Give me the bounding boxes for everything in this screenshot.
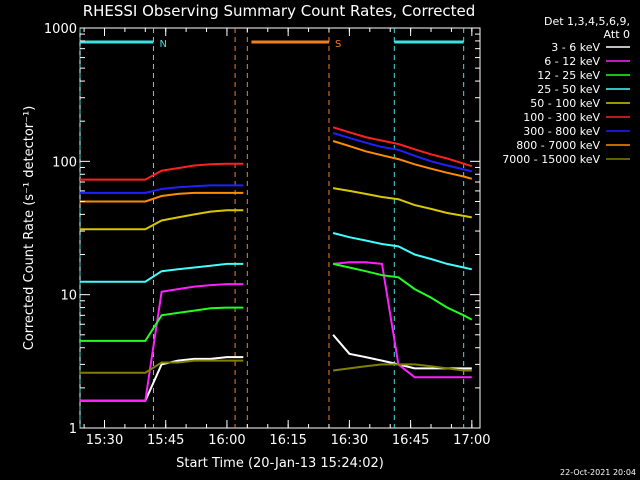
legend-label-0: 3 - 6 keV [551,41,600,54]
series-line-7 [80,140,473,203]
y-tick-label-3: 1000 [44,22,77,37]
series-line-5 [80,126,473,181]
series-line-8 [80,359,472,374]
x-tick-label-5: 16:45 [392,433,429,448]
series-lines [80,126,473,402]
series-line-2 [80,262,473,342]
series-line-1 [80,261,472,402]
legend-label-3: 25 - 50 keV [537,83,600,96]
chart-title: RHESSI Observing Summary Count Rates, Co… [83,2,476,20]
y-tick-label-1: 10 [60,289,77,304]
marker-N-label: N [159,39,166,50]
y-tick-label-2: 100 [52,155,77,170]
series-line-0 [80,334,472,402]
legend-label-1: 6 - 12 keV [544,55,600,68]
x-tick-label-1: 15:45 [147,433,184,448]
series-line-4 [80,187,472,231]
marker-S-label: S [335,39,341,50]
series-line-3 [80,232,473,283]
legend-header-line-2: Att 0 [604,28,630,41]
x-tick-label-3: 16:15 [269,433,306,448]
legend-label-8: 7000 - 15000 keV [502,153,600,166]
x-tick-label-4: 16:30 [331,433,368,448]
legend-label-2: 12 - 25 keV [537,69,600,82]
legend-label-6: 300 - 800 keV [523,125,600,138]
x-axis-label: Start Time (20-Jan-13 15:24:02) [176,456,384,471]
y-tick-label-0: 1 [69,422,77,437]
legend-label-5: 100 - 300 keV [523,111,600,124]
y-axis-label: Corrected Count Rate (s⁻¹ detector⁻¹) [22,106,37,351]
legend-header-line-1: Det 1,3,4,5,6,9, [544,15,630,28]
generated-date: 22-Oct-2021 20:04 [560,468,636,477]
legend-label-7: 800 - 7000 keV [516,139,600,152]
series-line-6 [80,132,473,194]
axis-ticks: 15:30 15:45 16:00 16:15 16:30 16:45 17:00 1 10 10… [44,22,491,448]
x-tick-label-0: 15:30 [86,433,123,448]
x-tick-label-6: 17:00 [453,433,490,448]
legend-label-4: 50 - 100 keV [530,97,600,110]
x-tick-label-2: 16:00 [208,433,245,448]
